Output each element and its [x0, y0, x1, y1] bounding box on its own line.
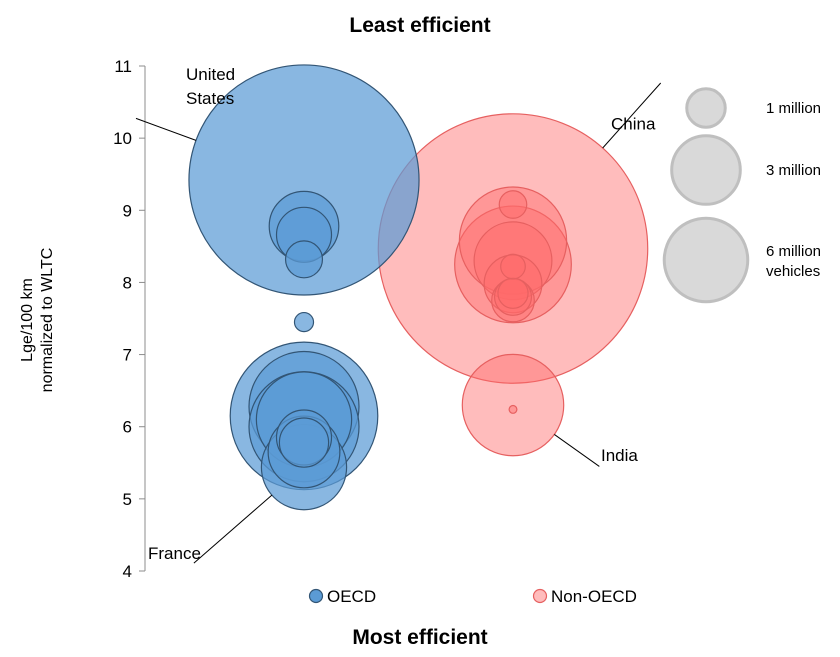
bubble-non-oecd [498, 190, 528, 219]
annotation-leader-line [554, 434, 600, 467]
annotation-label-line: France [148, 544, 201, 563]
annotation-leader-line [193, 494, 273, 564]
bubble-oecd [188, 64, 420, 296]
chart-top-label: Least efficient [349, 14, 491, 37]
size-legend-label-line: 1 million [766, 100, 821, 117]
y-tick-label: 5 [123, 490, 132, 509]
bubble-non-oecd [458, 186, 568, 295]
y-tick-label: 7 [123, 346, 132, 365]
annotation-label: India [601, 446, 638, 465]
annotation-label-line: States [186, 89, 234, 108]
legend-label: Non-OECD [551, 587, 637, 606]
y-tick-label: 8 [123, 273, 132, 292]
size-legend-label-line: 3 million [766, 162, 821, 179]
size-legend-circle [670, 134, 742, 206]
size-legend-circle [662, 216, 750, 304]
y-tick-label: 11 [114, 57, 132, 76]
size-legend-label: 3 million [766, 162, 821, 179]
legend-marker [532, 588, 548, 604]
legend-label: OECD [327, 587, 376, 606]
chart-bottom-label: Most efficient [352, 626, 488, 649]
bubble-non-oecd [497, 277, 529, 309]
annotation-label-line: United [186, 65, 235, 84]
size-legend-label-line: 6 million [766, 243, 821, 260]
size-legend-label-line: vehicles [766, 263, 820, 280]
size-legend-label: 6 million vehicles [766, 243, 821, 280]
bubble-non-oecd [473, 221, 553, 301]
annotation-leader-line [602, 82, 662, 149]
bubble-non-oecd [500, 253, 526, 280]
y-tick-label: 9 [123, 201, 132, 220]
annotation-label-line: China [611, 115, 656, 134]
size-legend-label: 1 million [766, 100, 821, 117]
annotation-label: France [148, 544, 201, 563]
bubble-oecd [278, 417, 330, 468]
annotation-label: China [611, 115, 656, 134]
legend-marker [308, 588, 324, 604]
annotation-label: United States [186, 65, 235, 108]
size-legend-circle [685, 87, 727, 129]
y-tick-label: 6 [123, 418, 132, 437]
annotation-leader-line [135, 117, 197, 141]
annotation-label-line: India [601, 446, 638, 465]
bubble-oecd [284, 240, 324, 279]
bubble-non-oecd [508, 404, 518, 414]
y-tick-label: 4 [123, 562, 132, 581]
bubble-oecd [293, 311, 315, 333]
y-tick-label: 10 [113, 129, 132, 148]
